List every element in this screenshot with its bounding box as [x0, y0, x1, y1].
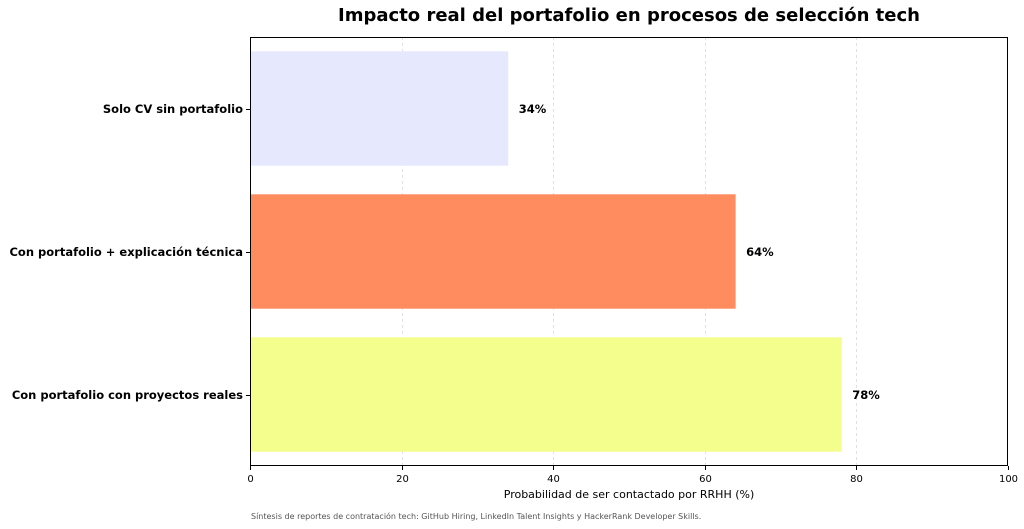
value-label-2: 64%: [746, 245, 774, 259]
category-label-2: Con portafolio + explicación técnica: [9, 245, 243, 259]
x-axis-ticks: 0 20 40 60 80 100: [247, 466, 1018, 485]
bar-3: [250, 337, 842, 452]
category-label-3: Con portafolio con proyectos reales: [12, 388, 243, 402]
bars: [250, 51, 842, 452]
source-footnote: Síntesis de reportes de contratación tec…: [251, 512, 702, 521]
x-tick-label-20: 20: [396, 474, 409, 485]
value-label-3: 78%: [852, 388, 880, 402]
x-tick-label-0: 0: [247, 474, 253, 485]
bar-2: [250, 194, 736, 309]
x-tick-label-60: 60: [699, 474, 712, 485]
value-label-1: 34%: [519, 102, 547, 116]
x-tick-label-80: 80: [850, 474, 863, 485]
x-tick-label-100: 100: [999, 474, 1018, 485]
x-axis-label: Probabilidad de ser contactado por RRHH …: [504, 488, 755, 501]
y-axis-ticks: Solo CV sin portafolio Con portafolio + e…: [9, 102, 250, 402]
plot-frame: [250, 37, 1008, 466]
x-tick-label-40: 40: [547, 474, 560, 485]
chart-title: Impacto real del portafolio en procesos …: [338, 5, 920, 26]
value-labels: 34% 64% 78%: [519, 102, 881, 402]
bar-1: [250, 51, 509, 166]
category-label-1: Solo CV sin portafolio: [103, 102, 243, 116]
